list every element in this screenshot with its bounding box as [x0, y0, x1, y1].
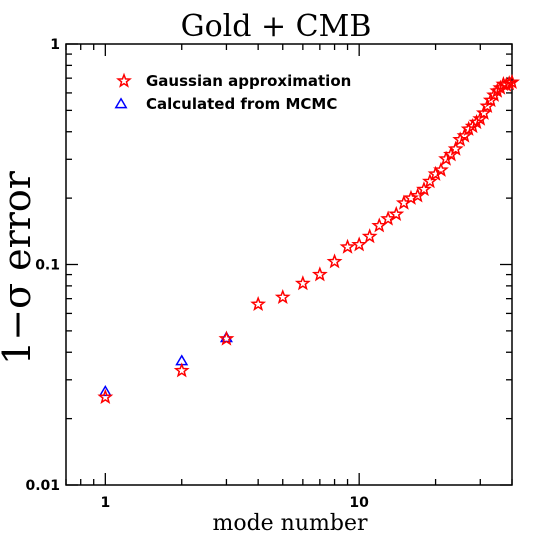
y-axis-label: 1−σ error [0, 170, 39, 365]
y-tick-label: 0.01 [25, 478, 60, 494]
legend: Gaussian approximation Calculated from M… [114, 72, 351, 113]
legend-label-mcmc: Calculated from MCMC [146, 95, 337, 113]
axis-ticks [65, 43, 513, 486]
gaussian-point [475, 104, 492, 120]
chart-title: Gold + CMB [181, 9, 372, 44]
gaussian-point [351, 236, 368, 252]
legend-marker-mcmc [114, 97, 128, 109]
x-tick-label: 1 [100, 495, 110, 511]
gaussian-point [250, 295, 267, 312]
gaussian-point [447, 140, 464, 156]
legend-triangle-marker [114, 97, 128, 109]
legend-star-marker [116, 72, 132, 88]
gaussian-point [427, 165, 444, 181]
gaussian-point [504, 73, 520, 89]
gaussian-point [456, 127, 473, 143]
legend-marker-gaussian [116, 72, 132, 88]
gaussian-point [294, 275, 311, 291]
gaussian-point [311, 266, 328, 282]
y-tick-label: 0.1 [35, 258, 60, 274]
gaussian-point [416, 181, 432, 197]
data-points [97, 73, 520, 405]
gaussian-point [274, 288, 291, 305]
gaussian-point [433, 161, 449, 177]
legend-label-gaussian: Gaussian approximation [146, 72, 351, 90]
gaussian-point [339, 238, 356, 254]
gaussian-point [421, 173, 438, 189]
gaussian-point [489, 82, 506, 98]
gaussian-point [173, 362, 190, 378]
gaussian-point [326, 253, 343, 269]
plot-frame [65, 43, 513, 486]
mcmc-point [98, 384, 112, 397]
gaussian-point [97, 388, 114, 405]
gaussian-point [218, 330, 235, 346]
gaussian-point [361, 228, 378, 244]
gaussian-point [468, 114, 485, 130]
gaussian-point [388, 205, 405, 222]
y-tick-label: 1 [50, 37, 60, 53]
x-tick-label: 10 [349, 495, 369, 511]
x-axis-label: mode number [212, 511, 368, 536]
gaussian-point [492, 79, 509, 95]
gaussian-point [486, 86, 503, 102]
tick-labels: 1 10 0.01 0.1 1 [25, 37, 369, 511]
gaussian-point [443, 146, 459, 162]
gaussian-point [371, 217, 388, 233]
